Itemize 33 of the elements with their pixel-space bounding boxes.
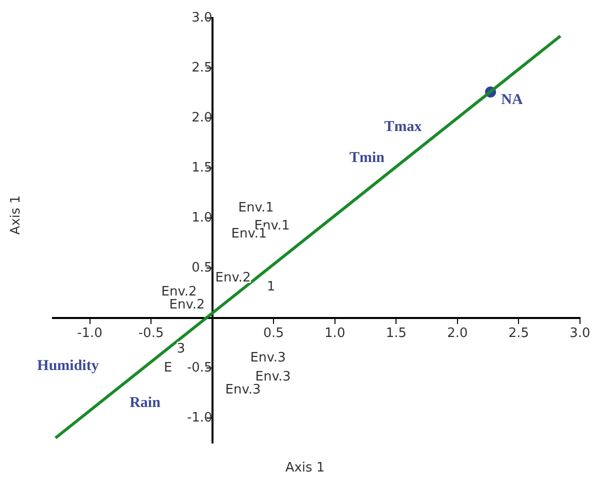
x-tick-label: 0.5 [263,326,284,342]
x-tick-label: 1.5 [386,326,407,342]
annotation: Env.2 [161,284,197,300]
annotation: Env.3 [250,350,286,366]
y-tick-label: 2.0 [192,110,212,126]
annotation: Env.1 [238,200,274,216]
x-tick-label: 3.0 [570,326,590,342]
x-tick-label: -1.0 [77,326,102,342]
annotation: 1 [266,279,276,294]
y-tick-label: 2.5 [192,60,212,76]
y-tick-label: 1.0 [192,210,212,226]
x-tick-label: -0.5 [138,326,164,342]
annotation: NA [501,92,523,108]
x-tick-label: 2.0 [447,326,468,342]
y-tick-label: -0.5 [186,360,212,376]
x-tick-label: 1.0 [324,326,346,342]
y-tick-label: -1.0 [186,410,212,426]
annotation: 3 [176,341,186,356]
annotation: Tmax [384,118,422,135]
x-axis-title: Axis 1 [285,460,325,476]
annotation: Env.3 [225,382,261,398]
annotation: Rain [130,394,162,411]
annotation: Env.3 [255,369,291,384]
annotation: Env.2 [215,270,251,286]
y-tick-label: 1.5 [192,160,212,176]
annotation: Humidity [37,358,100,374]
x-tick-label: 2.5 [508,326,530,342]
annotation: Tmin [349,150,386,166]
y-tick-label: 3.0 [192,10,212,26]
annotation: E [164,360,172,376]
y-tick-label: 0.5 [192,260,212,276]
annotation: Env.2 [169,297,205,312]
y-axis-title: Axis 1 [8,195,24,235]
